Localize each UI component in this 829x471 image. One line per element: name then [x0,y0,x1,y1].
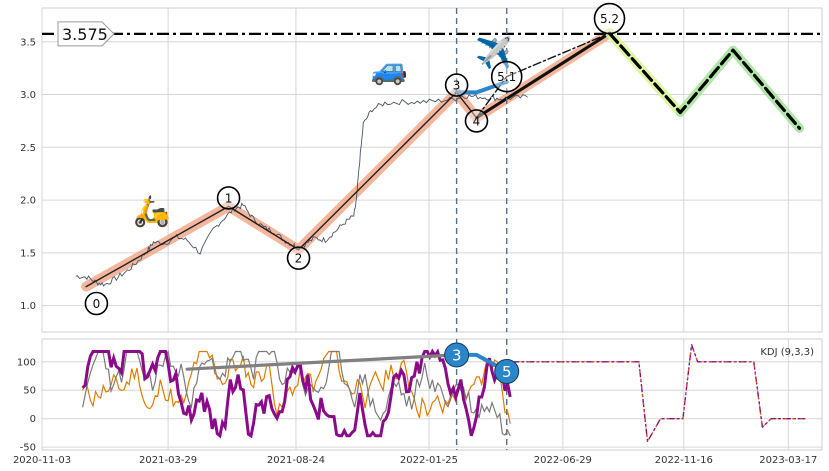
blue-segment [454,79,509,95]
y-tick-label: 2.5 [20,143,36,154]
airplane-icon: ✈️ [475,34,512,71]
x-tick-label: 2023-03-17 [759,455,817,466]
wave-label: 5.2 [600,12,619,26]
y-tick-label: 1.0 [20,301,36,312]
wave-label-circle [444,73,469,97]
car-icon: 🚙 [371,52,408,87]
wave-label: 4 [473,114,481,128]
kdj-wave-marker [494,358,520,384]
wave-label-circle [490,60,523,93]
kdj-y-tick-label: 100 [17,357,36,368]
wave-label: 0 [93,297,101,311]
wave-label: 3 [453,79,461,93]
wave-label: 1 [225,191,233,205]
y-tick-label: 3.5 [20,37,36,48]
x-tick-label: 2020-11-03 [13,455,71,466]
wave-label-circle [593,2,626,35]
kdj-wave-marker-label: 3 [452,346,462,364]
kdj-flat-line [511,344,806,443]
kdj-y-tick-label: 0 [30,414,36,425]
forecast-line [607,31,802,130]
kdj-trend-line [185,353,459,371]
y-tick-label: 2.0 [20,196,36,207]
wave-label: 5.1 [497,70,516,84]
x-tick-label: 2022-01-25 [400,455,458,466]
kdj-y-tick-label: 50 [23,386,36,397]
wave-label-circle [286,246,311,270]
wave5-dashdot-line [475,32,611,119]
y-tick-label: 1.5 [20,248,36,259]
kdj-d-line [82,350,511,424]
x-tick-label: 2021-08-24 [267,455,325,466]
wave-label-circle [216,186,241,210]
scooter-icon: 🛵 [133,194,170,229]
y-tick-label: 3.0 [20,90,36,101]
wave-label-circle [464,109,489,133]
x-tick-label: 2022-06-29 [534,455,592,466]
x-tick-label: 2022-11-16 [655,455,713,466]
price-panel-frame [41,7,823,333]
wave5-bold-line [475,31,611,120]
kdj-wave-marker-label: 5 [502,363,512,381]
wave-label-circle [84,291,109,316]
price-tag-label: 3.575 [62,25,108,44]
kdj-legend: KDJ (9,3,3) [760,347,814,358]
wave-label: 2 [295,252,303,266]
price-tag-arrow [57,21,115,47]
x-tick-label: 2021-03-29 [139,455,197,466]
kdj-wave-marker [444,342,470,368]
kdj-y-tick-label: -50 [20,443,36,454]
price-line [75,93,528,287]
